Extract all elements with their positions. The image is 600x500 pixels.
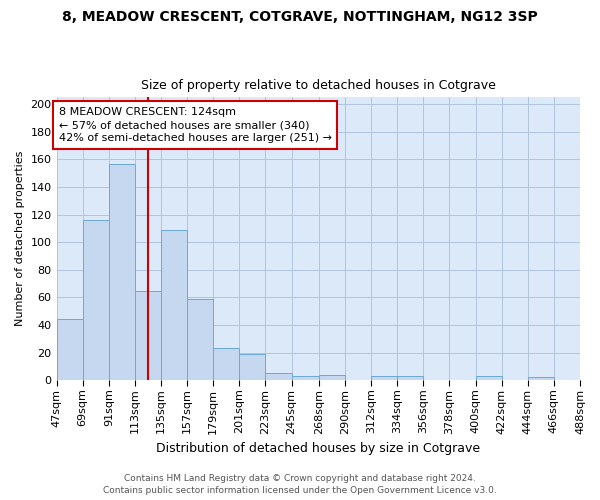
Text: 8 MEADOW CRESCENT: 124sqm
← 57% of detached houses are smaller (340)
42% of semi: 8 MEADOW CRESCENT: 124sqm ← 57% of detac… xyxy=(59,107,332,144)
Bar xyxy=(135,290,161,380)
Bar xyxy=(292,376,319,380)
Bar xyxy=(319,374,345,380)
Y-axis label: Number of detached properties: Number of detached properties xyxy=(15,151,25,326)
X-axis label: Distribution of detached houses by size in Cotgrave: Distribution of detached houses by size … xyxy=(156,442,481,455)
Text: Contains HM Land Registry data © Crown copyright and database right 2024.
Contai: Contains HM Land Registry data © Crown c… xyxy=(103,474,497,495)
Bar xyxy=(476,376,502,380)
Title: Size of property relative to detached houses in Cotgrave: Size of property relative to detached ho… xyxy=(141,79,496,92)
Bar xyxy=(397,376,424,380)
Bar xyxy=(56,320,83,380)
Bar xyxy=(239,354,265,380)
Bar xyxy=(528,378,554,380)
Bar xyxy=(265,374,292,380)
Bar xyxy=(187,299,213,380)
Bar xyxy=(371,376,397,380)
Bar xyxy=(109,164,135,380)
Text: 8, MEADOW CRESCENT, COTGRAVE, NOTTINGHAM, NG12 3SP: 8, MEADOW CRESCENT, COTGRAVE, NOTTINGHAM… xyxy=(62,10,538,24)
Bar xyxy=(161,230,187,380)
Bar xyxy=(83,220,109,380)
Bar xyxy=(213,348,239,380)
